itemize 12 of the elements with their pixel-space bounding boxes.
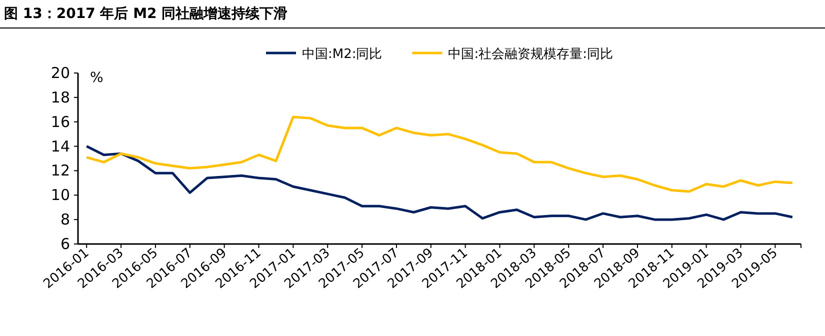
y-tick-label: 18	[50, 88, 70, 106]
chart-title: 图 13：2017 年后 M2 同社融增速持续下滑	[4, 5, 288, 22]
y-tick-label: 6	[60, 235, 70, 253]
y-axis-title: %	[90, 70, 104, 86]
y-tick-label: 20	[50, 64, 70, 82]
y-tick-label: 12	[50, 162, 70, 180]
y-tick-label: 16	[50, 112, 70, 131]
y-tick-label: 10	[50, 186, 70, 204]
legend-label: 中国:M2:同比	[302, 47, 382, 62]
legend-label: 中国:社会融资规模存量:同比	[448, 47, 614, 62]
y-tick-label: 8	[60, 210, 70, 229]
y-tick-label: 14	[50, 137, 70, 156]
